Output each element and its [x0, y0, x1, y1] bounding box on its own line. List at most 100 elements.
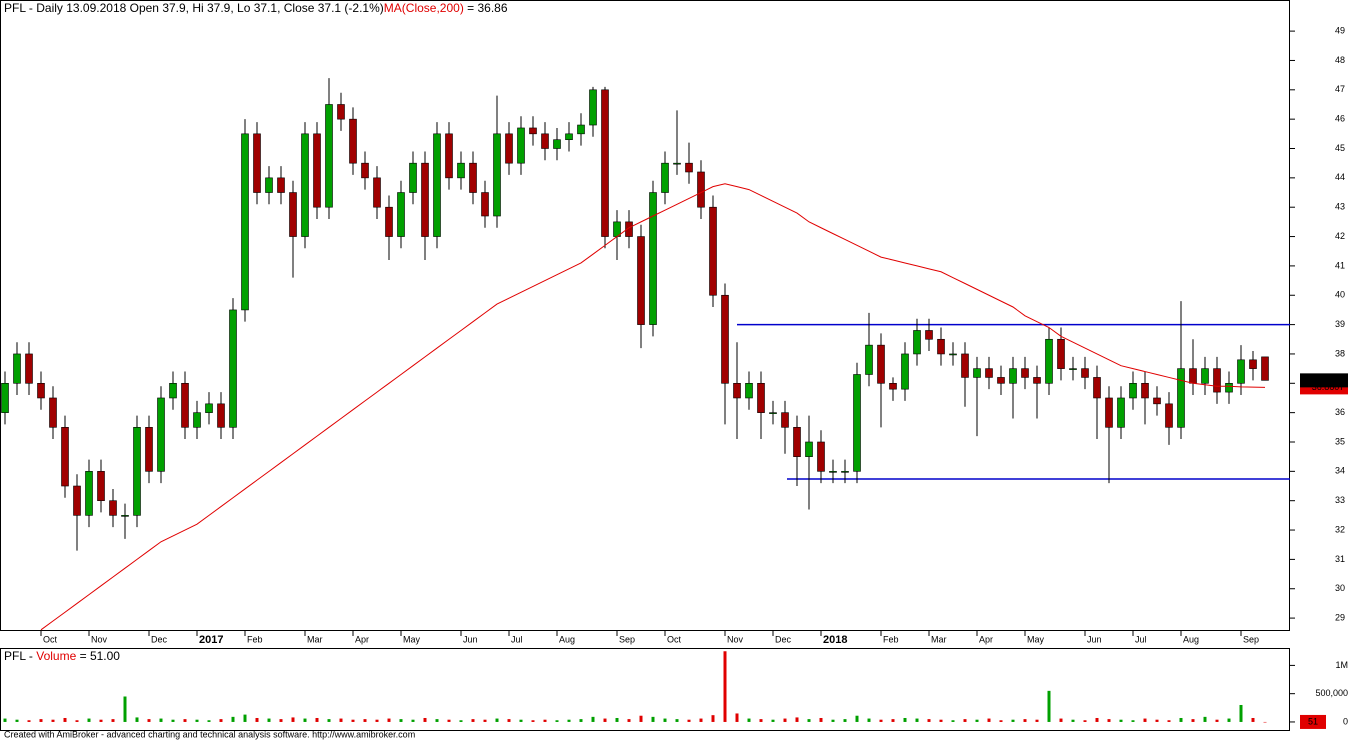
candle-body — [301, 133, 309, 237]
y-tick-label: 36 — [1335, 407, 1345, 417]
candle-body — [133, 427, 141, 516]
volume-bar — [1179, 717, 1183, 722]
volume-bar — [879, 719, 883, 722]
candle-body — [37, 382, 45, 399]
volume-bar — [363, 719, 367, 722]
candle-body — [925, 330, 933, 340]
volume-bar — [255, 717, 259, 722]
candle-body — [193, 412, 201, 428]
volume-bar — [1095, 717, 1099, 722]
volume-bar — [1035, 719, 1039, 722]
candle-body — [1261, 356, 1269, 381]
candle-body — [49, 397, 57, 428]
volume-bar — [27, 720, 31, 722]
volume-bar — [1155, 719, 1159, 722]
candle-body — [109, 500, 117, 516]
candle-body — [121, 515, 129, 517]
volume-bar — [303, 718, 307, 722]
volume-title: PFL - Volume = 51.00 — [4, 649, 120, 663]
volume-bar — [159, 718, 163, 722]
x-tick-label: Dec — [151, 634, 168, 644]
candle-body — [73, 485, 81, 516]
candle-body — [553, 139, 561, 149]
volume-bar — [135, 717, 139, 722]
volume-bar — [171, 719, 175, 722]
candle-body — [913, 330, 921, 355]
candle-body — [1177, 368, 1185, 428]
volume-bar — [807, 719, 811, 722]
candle-body — [277, 177, 285, 193]
title-text: PFL - Daily 13.09.2018 Open 37.9, Hi 37.… — [4, 1, 384, 15]
candle-body — [217, 403, 225, 428]
y-tick-label: 44 — [1335, 172, 1345, 182]
candle-body — [421, 162, 429, 237]
volume-bar — [399, 719, 403, 722]
y-tick-label: 38 — [1335, 348, 1345, 358]
volume-bar — [267, 718, 271, 722]
volume-bar — [927, 719, 931, 722]
y-tick-label: 1M — [1335, 660, 1348, 670]
volume-bar — [1023, 719, 1027, 722]
volume-bar — [1251, 717, 1255, 722]
x-tick-label: Jul — [511, 634, 523, 644]
candle-body — [529, 127, 537, 135]
volume-bar — [123, 696, 127, 722]
y-tick-label: 47 — [1335, 84, 1345, 94]
x-tick-label: Mar — [931, 634, 947, 644]
volume-bar — [735, 713, 739, 722]
candle-body — [253, 133, 261, 193]
price-frame — [0, 0, 1290, 631]
candle-body — [349, 118, 357, 164]
candle-body — [805, 441, 813, 457]
candle-body — [385, 206, 393, 237]
volume-legend: Volume — [36, 649, 76, 663]
volume-bar — [615, 717, 619, 722]
candle-body — [781, 412, 789, 428]
candle-body — [169, 382, 177, 399]
volume-bar — [1107, 719, 1111, 722]
x-tick-label: Apr — [979, 634, 993, 644]
candle-body — [625, 221, 633, 237]
x-tick-label: Feb — [247, 634, 263, 644]
candle-body — [229, 309, 237, 428]
volume-bar — [999, 720, 1003, 722]
candle-body — [769, 412, 777, 414]
candle-body — [1081, 368, 1089, 378]
volume-bar — [723, 651, 727, 722]
candle-body — [361, 162, 369, 179]
volume-bar — [963, 719, 967, 722]
volume-bar — [531, 720, 535, 722]
volume-bar — [747, 718, 751, 722]
x-tick-label: Jun — [1087, 634, 1102, 644]
candle-body — [325, 104, 333, 208]
x-tick-label: May — [1027, 634, 1045, 644]
x-tick-label: 2017 — [199, 634, 223, 646]
volume-bar — [495, 718, 499, 722]
candle-body — [445, 133, 453, 179]
volume-bar — [99, 719, 103, 722]
candle-body — [985, 368, 993, 378]
volume-bar — [843, 719, 847, 722]
volume-bar — [243, 714, 247, 722]
candle-body — [1153, 397, 1161, 405]
candle-body — [817, 441, 825, 472]
candle-body — [961, 353, 969, 378]
y-tick-label: 500,000 — [1315, 688, 1348, 698]
chart-title: PFL - Daily 13.09.2018 Open 37.9, Hi 37.… — [4, 1, 508, 15]
volume-bar — [1227, 718, 1231, 722]
volume-bar — [543, 719, 547, 722]
volume-bar — [663, 718, 667, 722]
x-tick-label: Nov — [91, 634, 108, 644]
volume-bar — [207, 720, 211, 722]
volume-bar — [1143, 718, 1147, 722]
candle-body — [373, 177, 381, 208]
y-tick-label: 35 — [1335, 436, 1345, 446]
candle-body — [793, 427, 801, 457]
x-tick-label: Jul — [1135, 634, 1147, 644]
y-tick-label: 0 — [1343, 716, 1348, 726]
volume-bar — [435, 719, 439, 722]
volume-bar — [603, 718, 607, 722]
volume-bar — [687, 719, 691, 722]
y-tick-label: 46 — [1335, 114, 1345, 124]
volume-bar — [423, 717, 427, 722]
